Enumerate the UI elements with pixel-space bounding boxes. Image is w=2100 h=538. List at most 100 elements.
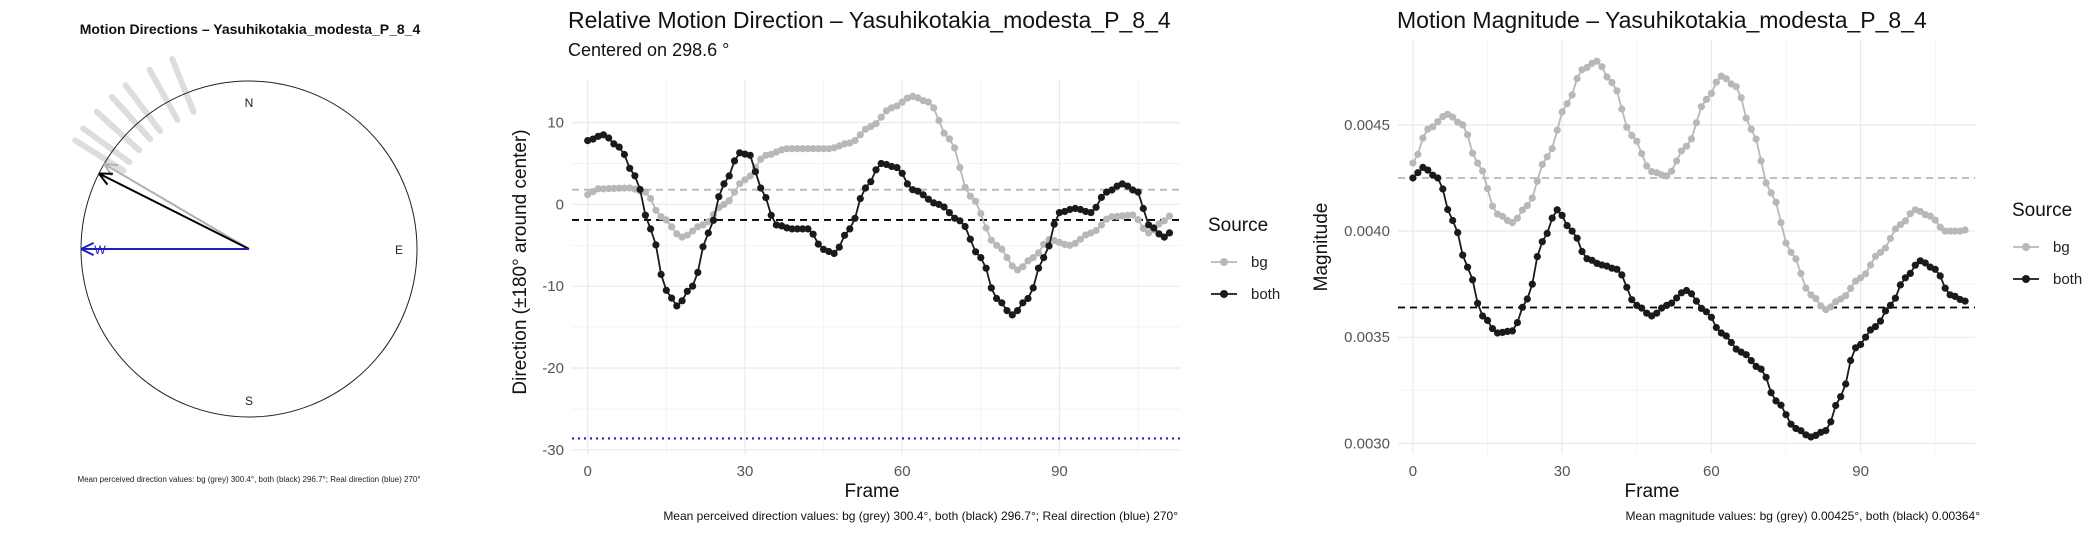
both-point: [956, 217, 963, 224]
bg-point: [1564, 100, 1571, 107]
bg-point: [946, 135, 953, 142]
y-tick-label: 0.0040: [1344, 223, 1390, 240]
both-point: [1703, 308, 1710, 315]
bg-point: [1862, 270, 1869, 277]
both-point: [1728, 339, 1735, 346]
both-point: [815, 241, 822, 248]
bg-point: [1093, 227, 1100, 234]
compass-caption: Mean perceived direction values: bg (gre…: [77, 475, 420, 484]
both-point: [1559, 212, 1566, 219]
x-tick-label: 60: [1703, 463, 1720, 480]
bg-point: [1698, 103, 1705, 110]
compass-title: Motion Directions – Yasuhikotakia_modest…: [80, 21, 421, 37]
bg-point: [1693, 119, 1700, 126]
bg-point: [1529, 194, 1536, 201]
compass-south-label: S: [245, 394, 253, 408]
bg-point: [1534, 178, 1541, 185]
bg-point: [1539, 161, 1546, 168]
bg-point: [956, 164, 963, 171]
bg-point: [1166, 213, 1173, 220]
bg-point: [1608, 79, 1615, 86]
bg-point: [1777, 219, 1784, 226]
both-point: [1564, 222, 1571, 229]
y-tick-label: -30: [542, 442, 564, 459]
both-point: [977, 254, 984, 261]
both-point: [647, 225, 654, 232]
bg-point: [726, 197, 733, 204]
both-point: [1578, 248, 1585, 255]
x-tick-label: 90: [1852, 463, 1869, 480]
both-point: [637, 186, 644, 193]
both-point: [1618, 271, 1625, 278]
compass-arrows: [81, 164, 249, 255]
both-point: [1842, 380, 1849, 387]
both-point: [1414, 169, 1421, 176]
compass-ray: [172, 59, 193, 112]
bg-point: [1409, 160, 1416, 167]
bg-point: [1598, 63, 1605, 70]
both-point: [1544, 230, 1551, 237]
direction-y-axis-label: Direction (±180° around center): [510, 129, 531, 394]
both-point: [1409, 174, 1416, 181]
bg-point: [663, 216, 670, 223]
both-point: [747, 152, 754, 159]
bg-point: [1887, 235, 1894, 242]
bg-point: [1459, 121, 1466, 128]
both-point: [1166, 229, 1173, 236]
both-point: [962, 223, 969, 230]
both-point: [768, 212, 775, 219]
bg-point: [1419, 134, 1426, 141]
both-point: [705, 229, 712, 236]
bg-point: [1688, 135, 1695, 142]
y-tick-label: 0.0045: [1344, 117, 1390, 134]
both-point: [1539, 238, 1546, 245]
bg-point: [1574, 75, 1581, 82]
x-tick-label: 60: [894, 463, 911, 480]
y-tick-label: 0: [556, 196, 564, 213]
both-point: [1628, 296, 1635, 303]
bg-point: [1882, 244, 1889, 251]
both-point: [946, 209, 953, 216]
bg-point: [1723, 75, 1730, 82]
bg-point: [951, 144, 958, 151]
compass-ray: [126, 85, 160, 131]
direction-grid: [572, 80, 1180, 454]
both-direction-arrow: [99, 174, 249, 250]
both-point: [626, 165, 633, 172]
both-point: [1892, 295, 1899, 302]
bg-point: [1479, 168, 1486, 175]
both-point: [1045, 242, 1052, 249]
x-tick-label: 30: [1554, 463, 1571, 480]
bg-point: [1673, 157, 1680, 164]
bg-arrowhead: [104, 164, 118, 165]
both-point: [1509, 327, 1516, 334]
both-point: [1782, 411, 1789, 418]
direction-chart: Relative Motion Direction – Yasuhikotaki…: [500, 0, 1300, 533]
both-legend-label: both: [1251, 286, 1280, 303]
both-point: [1519, 304, 1526, 311]
bg-point: [1703, 96, 1710, 103]
both-legend-swatch-point: [1220, 290, 1228, 298]
both-point: [1713, 324, 1720, 331]
bg-point: [1643, 162, 1650, 169]
direction-series: [584, 93, 1173, 319]
both-point: [1150, 224, 1157, 231]
y-tick-label: 0.0030: [1344, 435, 1390, 452]
both-point: [1857, 341, 1864, 348]
both-point: [1469, 276, 1476, 283]
both-point: [752, 168, 759, 175]
both-point: [1882, 307, 1889, 314]
both-point: [1907, 270, 1914, 277]
bg-point: [878, 114, 885, 121]
x-tick-label: 30: [737, 463, 754, 480]
both-point: [621, 151, 628, 158]
bg-point: [1549, 145, 1556, 152]
bg-point: [731, 189, 738, 196]
bg-point: [1683, 143, 1690, 150]
both-point: [684, 288, 691, 295]
direction-reference-lines: [572, 190, 1180, 439]
both-point: [1872, 323, 1879, 330]
direction-panel: Relative Motion Direction – Yasuhikotaki…: [500, 0, 1300, 533]
both-point: [1014, 307, 1021, 314]
bg-point: [1772, 199, 1779, 206]
